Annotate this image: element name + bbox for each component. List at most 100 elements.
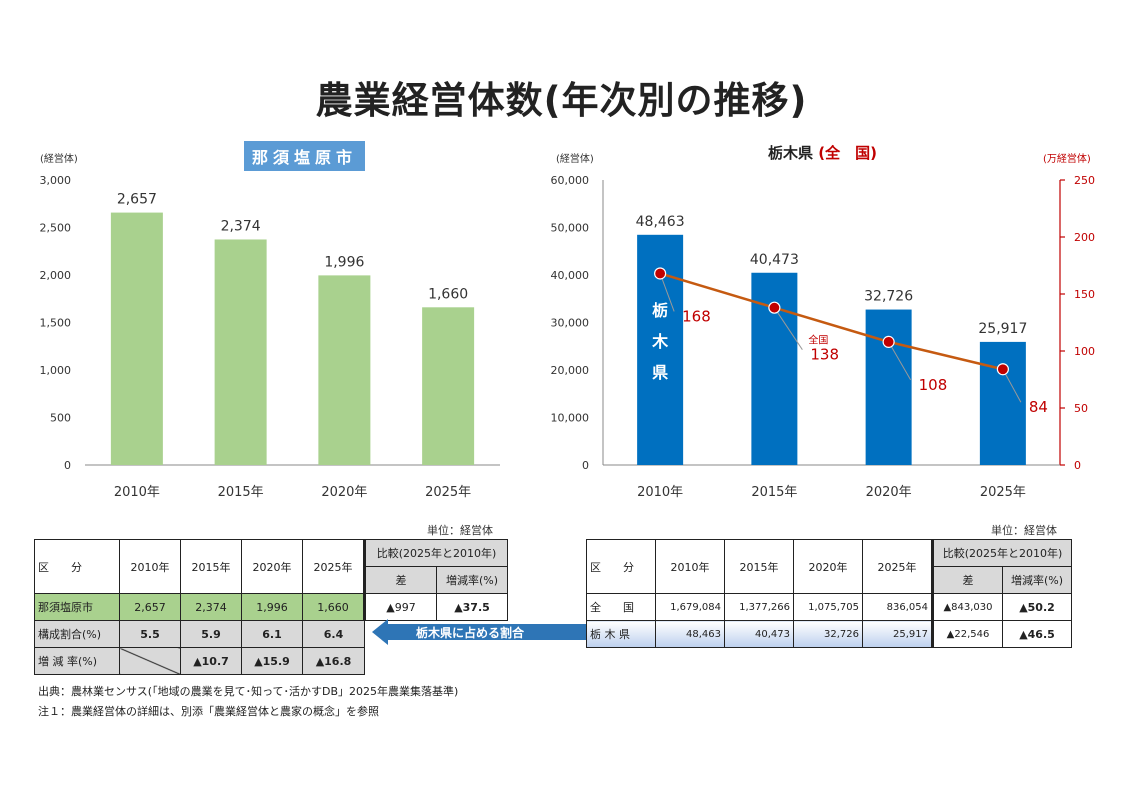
left-x-tick-label: 2020年: [321, 485, 367, 500]
left-table-cell: 6.1: [241, 620, 303, 648]
line-point: [882, 335, 895, 348]
right-bar: [865, 309, 912, 465]
left-chart-unit-label: (経営体): [40, 154, 78, 165]
left-table-cell: 6.4: [302, 620, 365, 648]
line-value-label: 138: [810, 346, 839, 364]
left-table-cell: 5.9: [180, 620, 242, 648]
left-bar-value-label: 1,660: [428, 286, 468, 302]
line-label-leader: [888, 341, 912, 381]
bar-inner-label-char: 栃: [652, 301, 668, 320]
right-chart-title-main: 栃木県: [768, 144, 814, 162]
line-point: [996, 363, 1009, 376]
right-table-unit: 単位：経営体: [991, 524, 1057, 537]
right-bar-value-label: 25,917: [978, 321, 1027, 337]
left-table-empty-cell: [119, 647, 181, 675]
left-bar-value-label: 2,657: [117, 192, 157, 208]
left-y-tick-label: 3,000: [40, 174, 72, 187]
left-table-row-label: 増 減 率(%): [34, 647, 120, 675]
left-table-cell: 1,996: [241, 593, 303, 621]
left-table-rate-header: 増減率(%): [436, 566, 508, 594]
left-table-cell: ▲15.9: [241, 647, 303, 675]
left-bar: [110, 212, 163, 465]
line-label-leader: [1002, 369, 1022, 403]
left-table-cell: 2,657: [119, 593, 181, 621]
right-y-left-tick-label: 50,000: [551, 222, 590, 235]
right-table-rate-header: 増減率(%): [1002, 566, 1072, 594]
right-x-tick-label: 2025年: [980, 485, 1026, 500]
national-trend-line: [659, 272, 1004, 371]
left-table-unit: 単位：経営体: [427, 524, 493, 537]
right-table-year-header: 2015年: [724, 539, 794, 594]
line-value-label: 84: [1029, 398, 1048, 416]
right-table-kubun-header: 区 分: [586, 539, 656, 594]
left-y-tick-label: 500: [50, 412, 71, 425]
arrow-shape: [372, 619, 586, 645]
right-chart-title-sub: (全 国): [818, 144, 877, 162]
left-table-year-header: 2025年: [302, 539, 365, 594]
right-bar-value-label: 48,463: [636, 214, 685, 230]
right-combo-chart: 0 10,000 20,000 30,000 40,000 50,000 60,000 0 50…: [551, 174, 1096, 500]
right-y-left-tick-label: 20,000: [551, 364, 590, 377]
right-table-year-header: 2010年: [655, 539, 725, 594]
bar-inner-label-char: 県: [652, 363, 668, 382]
left-x-tick-label: 2010年: [114, 485, 160, 500]
bar-inner-label-char: 木: [651, 332, 669, 351]
left-y-tick-label: 2,000: [40, 269, 72, 282]
right-table-row-label: 全 国: [586, 593, 656, 621]
right-table-cell: 1,679,084: [655, 593, 725, 621]
right-y-right-tick-label: 250: [1074, 174, 1095, 187]
left-bar: [214, 239, 267, 465]
right-chart-title: 栃木県 (全 国): [768, 142, 877, 163]
page-title: 農業経営体数(年次別の推移): [315, 79, 808, 122]
right-chart-unit-left: (経営体): [556, 154, 594, 165]
right-y-left-tick-label: 60,000: [551, 174, 590, 187]
right-table-cell: 1,377,266: [724, 593, 794, 621]
right-table-cell: 40,473: [724, 620, 794, 648]
right-y-right-tick-label: 200: [1074, 231, 1095, 244]
right-table-rate-cell: ▲50.2: [1002, 593, 1072, 621]
left-table: 区 分 2010年 2015年 2020年 2025年 比較(2025年と201…: [34, 539, 508, 675]
line-series-callout: 全国: [808, 334, 828, 347]
left-x-tick-label: 2025年: [425, 485, 471, 500]
left-bar-value-label: 2,374: [221, 218, 261, 234]
left-bar: [318, 275, 371, 465]
footnote: 注１：農業経営体の詳細は、別添「農業経営体と農家の概念」を参照: [38, 705, 379, 718]
right-y-left-tick-label: 30,000: [551, 317, 590, 330]
right-table-diff-cell: ▲22,546: [931, 620, 1003, 648]
right-y-right-tick-label: 100: [1074, 345, 1095, 358]
right-table-compare-header: 比較(2025年と2010年): [931, 539, 1072, 567]
right-table-cell: 1,075,705: [793, 593, 863, 621]
left-table-year-header: 2015年: [180, 539, 242, 594]
left-bar-value-label: 1,996: [324, 254, 364, 270]
right-x-tick-label: 2020年: [866, 485, 912, 500]
line-label-leader: [773, 307, 803, 350]
left-table-compare-header: 比較(2025年と2010年): [363, 539, 508, 567]
right-y-right-tick-label: 150: [1074, 288, 1095, 301]
line-point: [768, 301, 781, 314]
right-table-year-header: 2020年: [793, 539, 863, 594]
right-table-diff-cell: ▲843,030: [931, 593, 1003, 621]
right-table-diff-header: 差: [931, 566, 1003, 594]
right-table-cell: 836,054: [862, 593, 933, 621]
left-table-cell: 1,660: [302, 593, 365, 621]
right-table-cell: 32,726: [793, 620, 863, 648]
left-table-year-header: 2020年: [241, 539, 303, 594]
right-bar: [979, 341, 1026, 465]
right-bar-value-label: 40,473: [750, 252, 799, 268]
left-table-diff-cell: ▲997: [363, 593, 437, 621]
left-y-tick-label: 2,500: [40, 222, 72, 235]
right-table-rate-cell: ▲46.5: [1002, 620, 1072, 648]
left-y-tick-label: 1,000: [40, 364, 72, 377]
left-chart-title-badge: 那須塩原市: [244, 141, 366, 171]
right-y-left-tick-label: 40,000: [551, 269, 590, 282]
right-table: 区 分 2010年 2015年 2020年 2025年 比較(2025年と201…: [586, 539, 1072, 648]
left-table-row-label: 那須塩原市: [34, 593, 120, 621]
arrow-label: 栃木県に占める割合: [416, 626, 525, 640]
left-table-container: 区 分 2010年 2015年 2020年 2025年 比較(2025年と201…: [34, 539, 508, 675]
right-table-container: 区 分 2010年 2015年 2020年 2025年 比較(2025年と201…: [586, 539, 1072, 648]
right-table-cell: 48,463: [655, 620, 725, 648]
right-x-tick-label: 2015年: [751, 485, 797, 500]
share-arrow: 栃木県に占める割合: [372, 619, 586, 645]
line-label-leader: [659, 273, 675, 312]
source-note: 出典：農林業センサス(「地域の農業を見て･知って･活かすDB」2025年農業集落…: [38, 685, 459, 698]
